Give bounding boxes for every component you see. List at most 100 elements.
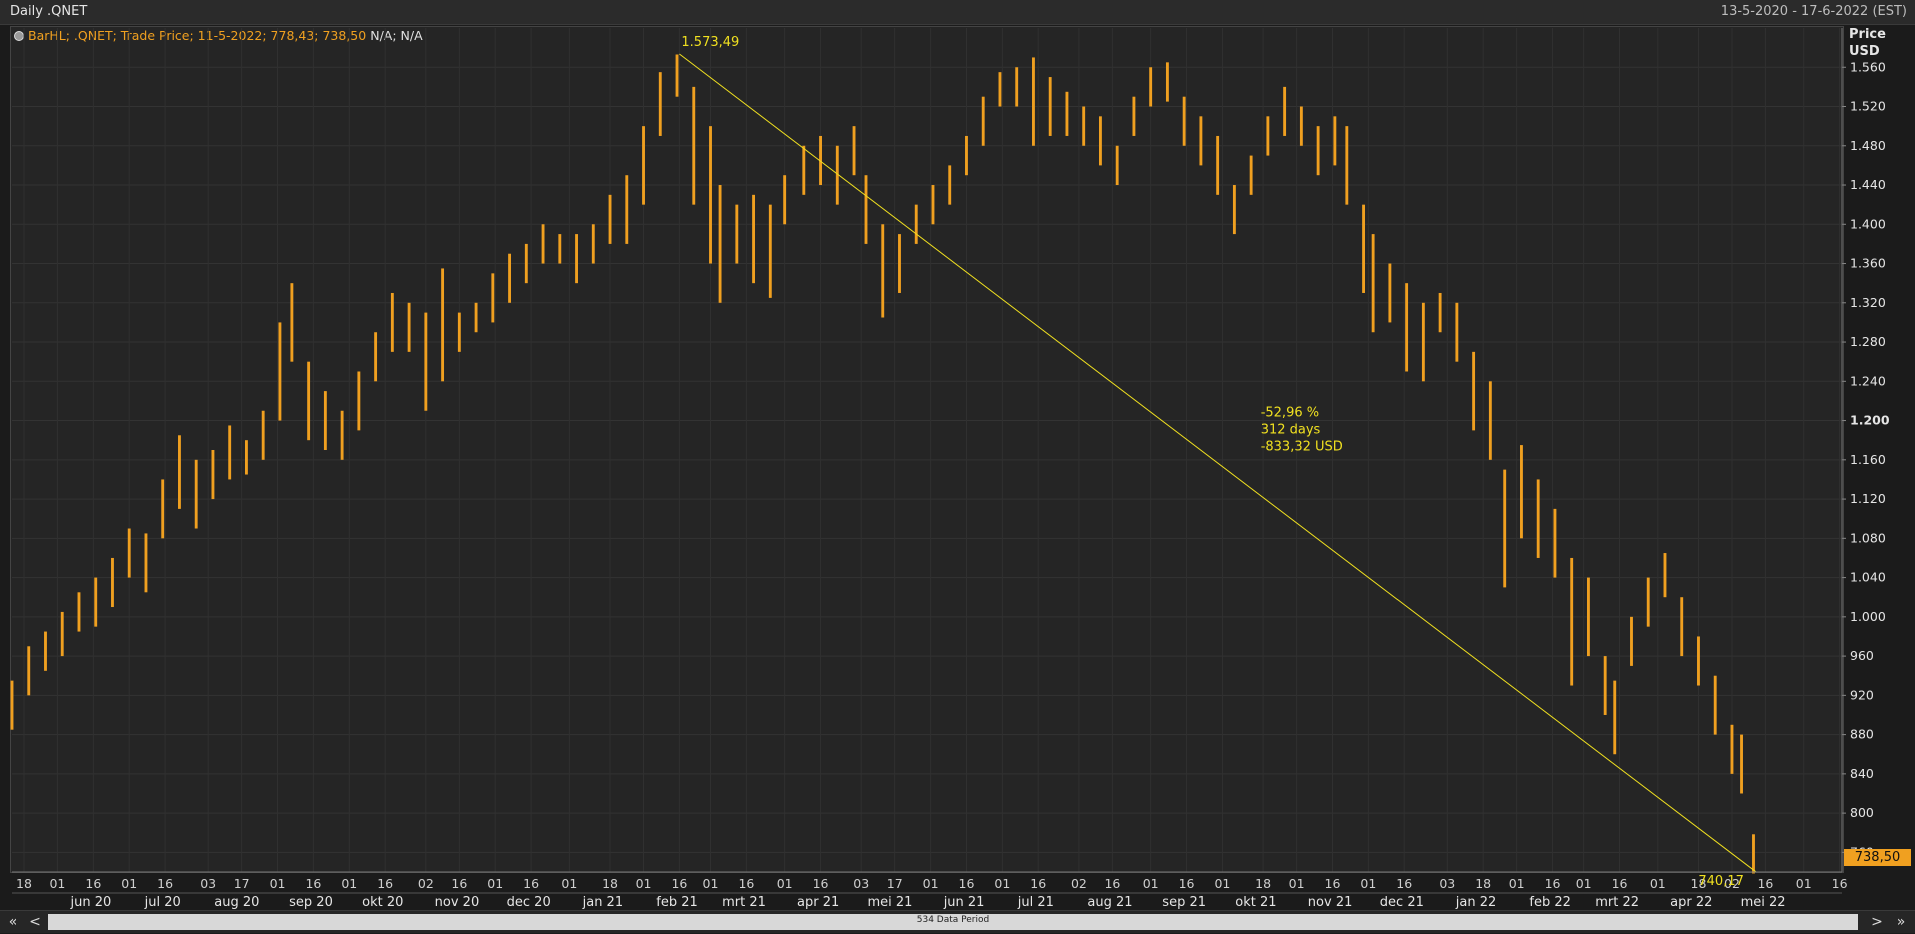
- price-bar: [948, 165, 952, 205]
- x-month-label: dec 20: [507, 895, 551, 910]
- x-tick-label: 01: [1796, 876, 1812, 891]
- price-bar: [211, 450, 215, 500]
- y-tick-label: 1.240: [1850, 373, 1886, 388]
- price-bar: [1646, 577, 1650, 627]
- x-tick-label: 16: [671, 876, 687, 891]
- price-bar: [642, 126, 645, 205]
- price-bar: [1032, 57, 1035, 146]
- x-month-label: jul 20: [144, 895, 181, 910]
- x-month-label: aug 21: [1087, 895, 1132, 910]
- y-tick-label: 1.000: [1850, 609, 1886, 624]
- price-bar: [1613, 680, 1617, 755]
- x-month-label: apr 22: [1670, 895, 1712, 910]
- legend-label: BarHL; .QNET; Trade Price; 11-5-2022; 77…: [28, 28, 367, 43]
- x-tick-label: 16: [1757, 876, 1773, 891]
- price-bar: [261, 410, 265, 460]
- price-bar: [783, 175, 787, 225]
- price-bar: [144, 533, 148, 593]
- price-bar: [1115, 145, 1119, 186]
- y-tick-label: 1.360: [1850, 256, 1886, 271]
- x-month-label: nov 21: [1308, 895, 1353, 910]
- x-tick-label: 16: [738, 876, 754, 891]
- y-tick-label: 1.200: [1850, 413, 1890, 428]
- x-tick-label: 01: [703, 876, 719, 891]
- x-tick-label: 01: [270, 876, 286, 891]
- price-bar: [692, 86, 696, 205]
- price-bar: [1455, 302, 1459, 362]
- price-bar: [508, 253, 512, 303]
- x-month-label: sep 20: [289, 895, 333, 910]
- x-tick-label: 18: [1475, 876, 1491, 891]
- scrollbar[interactable]: « < 534 Data Period > »: [0, 910, 1915, 933]
- price-bar: [1371, 234, 1375, 333]
- price-bar: [491, 273, 495, 323]
- scroll-next-button[interactable]: >: [1871, 914, 1883, 930]
- x-tick-label: 01: [487, 876, 503, 891]
- window-title: Daily .QNET: [10, 4, 88, 19]
- scroll-last-button[interactable]: »: [1896, 914, 1906, 930]
- price-bar: [441, 268, 445, 382]
- scroll-track[interactable]: 534 Data Period: [48, 914, 1858, 930]
- x-tick-label: 17: [887, 876, 903, 891]
- x-tick-label: 18: [602, 876, 618, 891]
- x-tick-label: 01: [1143, 876, 1159, 891]
- scroll-prev-button[interactable]: <: [29, 914, 41, 930]
- price-bar: [1740, 734, 1743, 794]
- x-month-label: mrt 22: [1595, 895, 1639, 910]
- scroll-first-button[interactable]: «: [8, 914, 18, 930]
- price-bar: [1216, 135, 1220, 195]
- price-bar: [819, 135, 822, 186]
- y-tick-label: 1.520: [1850, 99, 1886, 114]
- x-tick-label: 01: [994, 876, 1010, 891]
- x-tick-label: 01: [561, 876, 577, 891]
- y-tick-label: 880: [1850, 727, 1874, 742]
- price-bar: [1603, 656, 1607, 715]
- last-price-marker: 738,50: [1844, 849, 1911, 866]
- price-bar: [1132, 96, 1136, 136]
- date-range: 13-5-2020 - 17-6-2022 (EST): [1720, 4, 1907, 19]
- price-bar: [1680, 597, 1684, 657]
- price-bar: [852, 126, 856, 176]
- x-tick-label: 16: [157, 876, 173, 891]
- price-bar: [111, 557, 114, 608]
- price-bar: [1503, 469, 1507, 588]
- price-bar: [161, 479, 165, 539]
- price-bar: [10, 680, 14, 730]
- price-bar: [127, 528, 131, 578]
- y-tick-label: 1.440: [1850, 177, 1886, 192]
- series-legend[interactable]: BarHL; .QNET; Trade Price; 11-5-2022; 77…: [14, 28, 423, 43]
- x-tick-label: 18: [1255, 876, 1271, 891]
- x-tick-label: 02: [418, 876, 434, 891]
- price-bar: [307, 361, 311, 441]
- price-bar: [881, 224, 885, 318]
- price-bar: [60, 611, 64, 657]
- price-bar: [625, 175, 629, 244]
- x-tick-label: 03: [853, 876, 869, 891]
- price-bar: [575, 234, 578, 284]
- price-bar: [1333, 116, 1337, 166]
- x-tick-label: 01: [49, 876, 65, 891]
- price-bar: [914, 204, 918, 244]
- price-bar: [1570, 557, 1574, 686]
- x-tick-label: 01: [1509, 876, 1525, 891]
- price-bar: [1472, 351, 1476, 431]
- price-bar: [194, 459, 198, 529]
- x-month-label: jun 21: [943, 895, 985, 910]
- price-bar: [1232, 185, 1236, 235]
- price-bar: [357, 371, 361, 431]
- price-bar: [1630, 616, 1633, 666]
- price-bar: [1199, 116, 1203, 166]
- price-bar: [718, 185, 722, 303]
- price-bar: [228, 425, 232, 480]
- y-tick-label: 1.120: [1850, 491, 1886, 506]
- plot-area[interactable]: [10, 26, 1844, 873]
- price-bar: [835, 145, 839, 205]
- price-bar: [474, 302, 478, 333]
- price-bar: [558, 234, 562, 264]
- price-bar: [1586, 577, 1590, 657]
- annotation-label: 740,17: [1698, 874, 1744, 889]
- price-bar: [768, 204, 772, 298]
- x-month-label: dec 21: [1380, 895, 1424, 910]
- x-month-label: aug 20: [214, 895, 259, 910]
- x-tick-label: 16: [1104, 876, 1120, 891]
